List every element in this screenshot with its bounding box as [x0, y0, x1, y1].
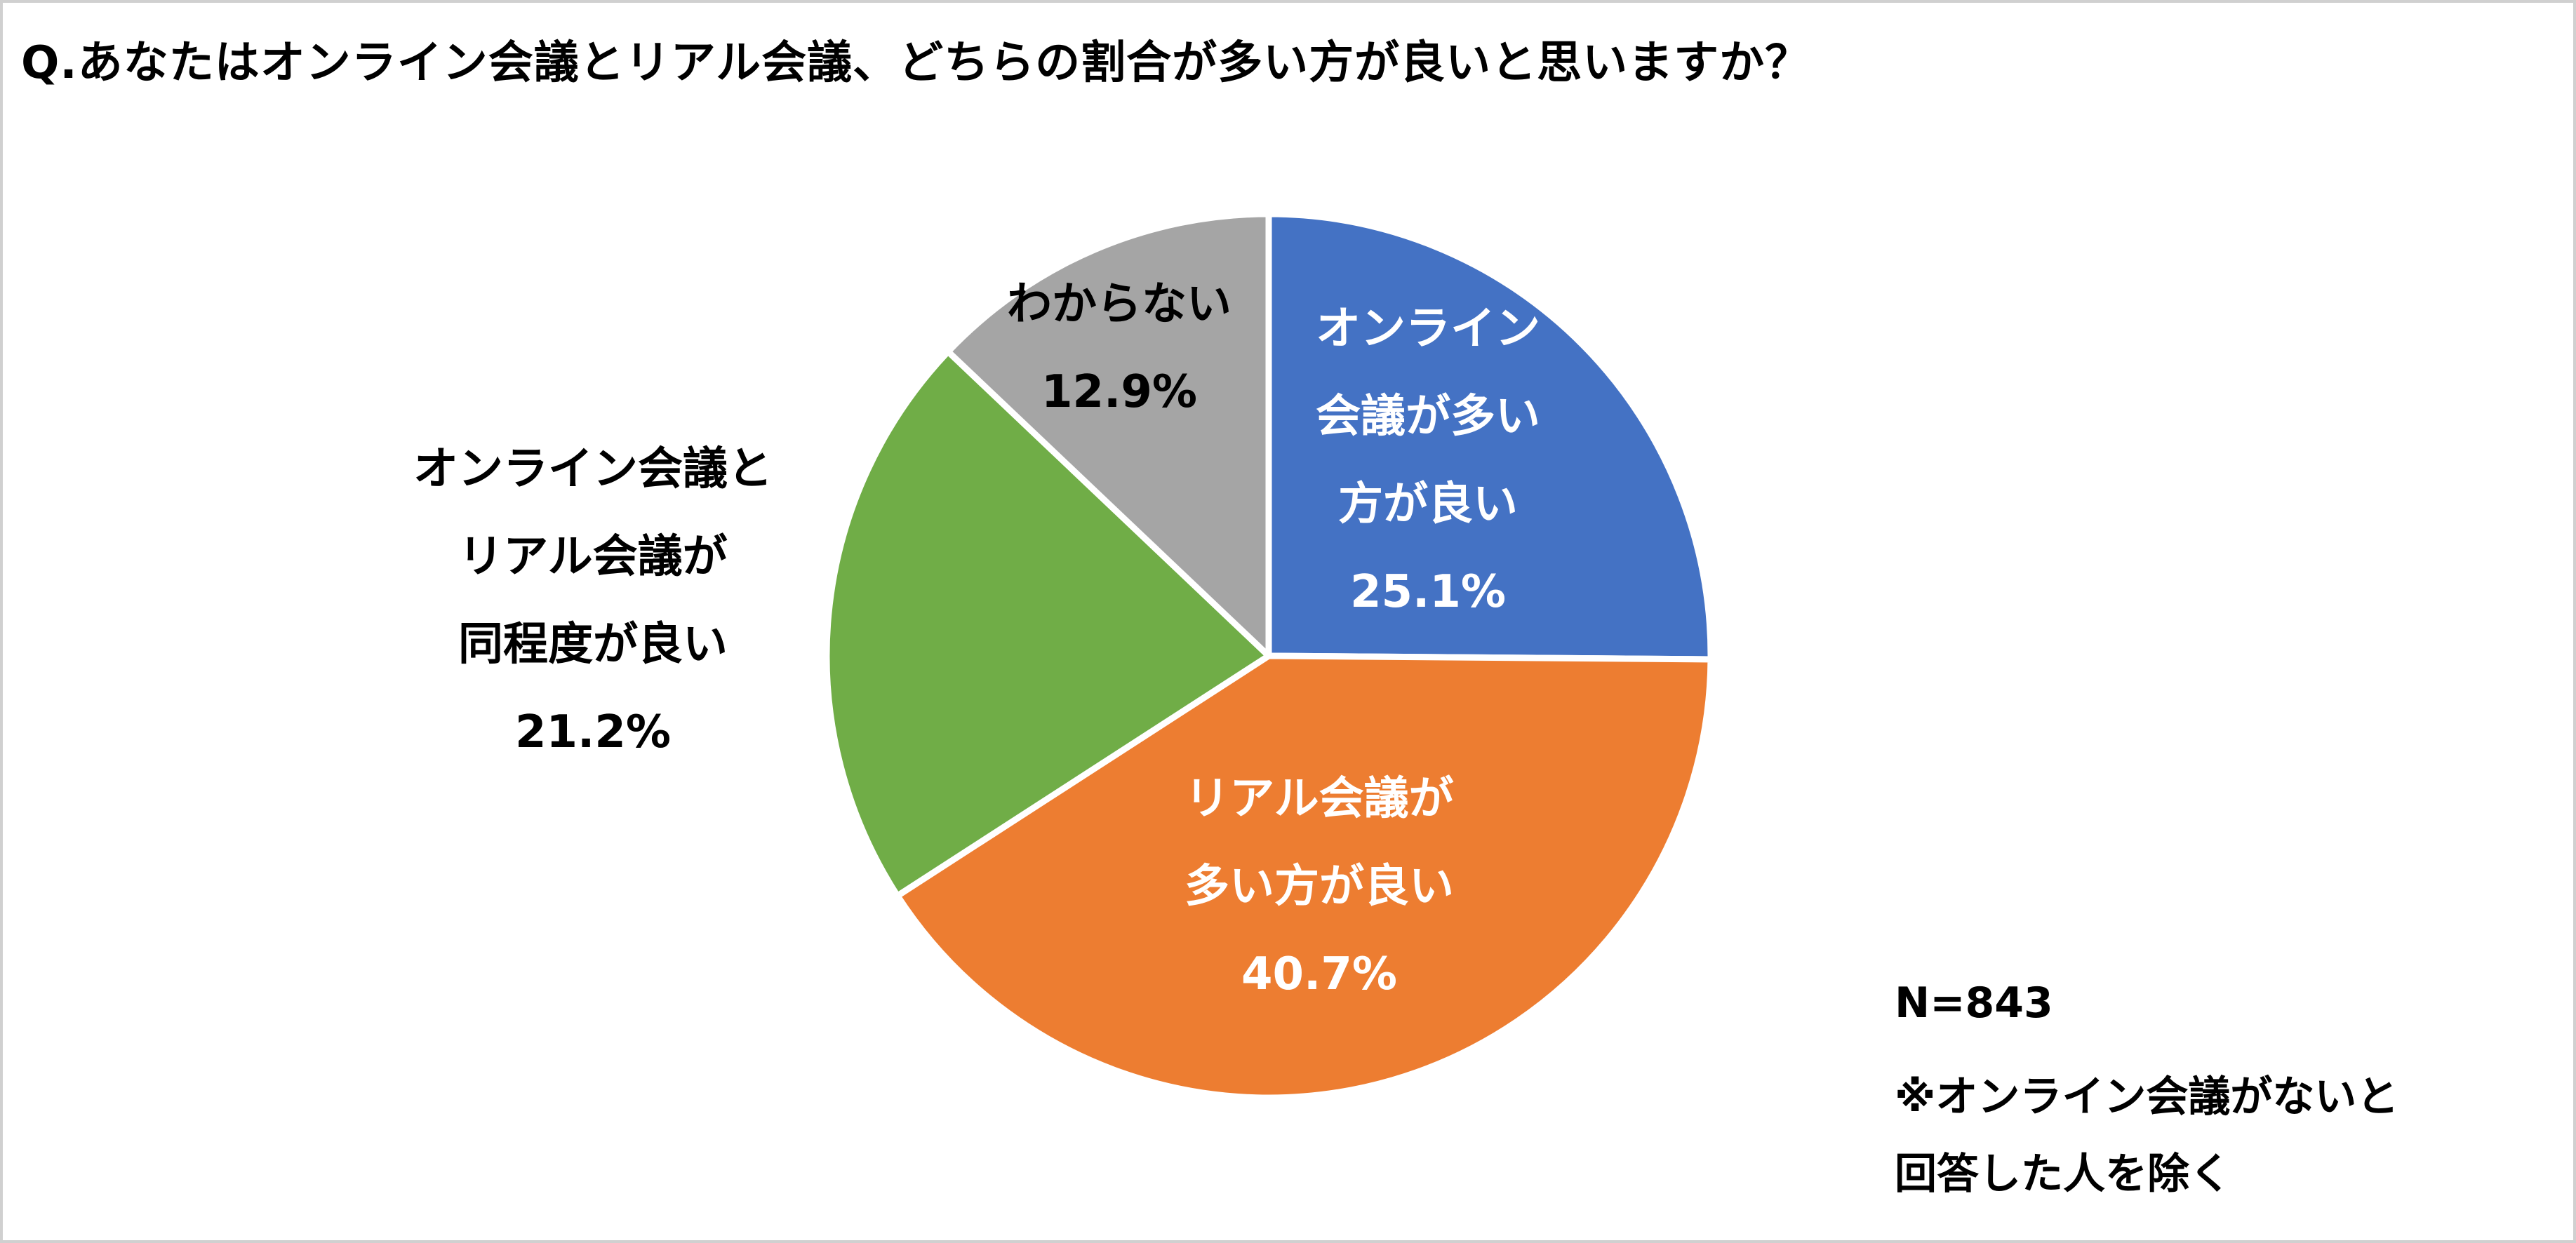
slice-1-percent-label: 25.1%	[1350, 566, 1506, 618]
pie-slice-3	[823, 348, 1272, 899]
slice-1-label-line-3: 方が良い	[1338, 478, 1518, 530]
slice-3-label-line-3: 同程度が良い	[458, 619, 728, 671]
pie-slices	[823, 210, 1714, 1101]
slice-4-percent-label: 12.9%	[1041, 366, 1197, 418]
pie-slice-4	[945, 210, 1272, 659]
chart-title: Q.あなたはオンライン会議とリアル会議、どちらの割合が多い方が良いと思いますか？	[21, 37, 1811, 89]
pie-slice-1	[1265, 210, 1714, 663]
exclusion-note-line-2: 回答した人を除く	[1895, 1150, 2231, 1199]
slice-2-percent-label: 40.7%	[1241, 948, 1397, 1000]
slice-2-label-line-2: 多い方が良い	[1184, 861, 1454, 913]
slice-2-label-line-1: リアル会議が	[1184, 773, 1453, 825]
pie-labels: オンライン会議が多い方が良い25.1%リアル会議が多い方が良い40.7%オンライ…	[413, 278, 1540, 1000]
sample-size-note: N=843	[1895, 979, 2053, 1028]
slice-3-label-line-1: オンライン会議と	[413, 443, 773, 495]
slice-4-label-line-1: わからない	[1007, 278, 1232, 330]
slice-1-label-line-1: オンライン	[1316, 303, 1540, 355]
exclusion-note-line-1: ※オンライン会議がないと	[1895, 1073, 2399, 1122]
slice-3-percent-label: 21.2%	[515, 706, 671, 758]
slice-3-label-line-2: リアル会議が	[458, 531, 727, 583]
slice-1-label-line-2: 会議が多い	[1316, 391, 1540, 443]
